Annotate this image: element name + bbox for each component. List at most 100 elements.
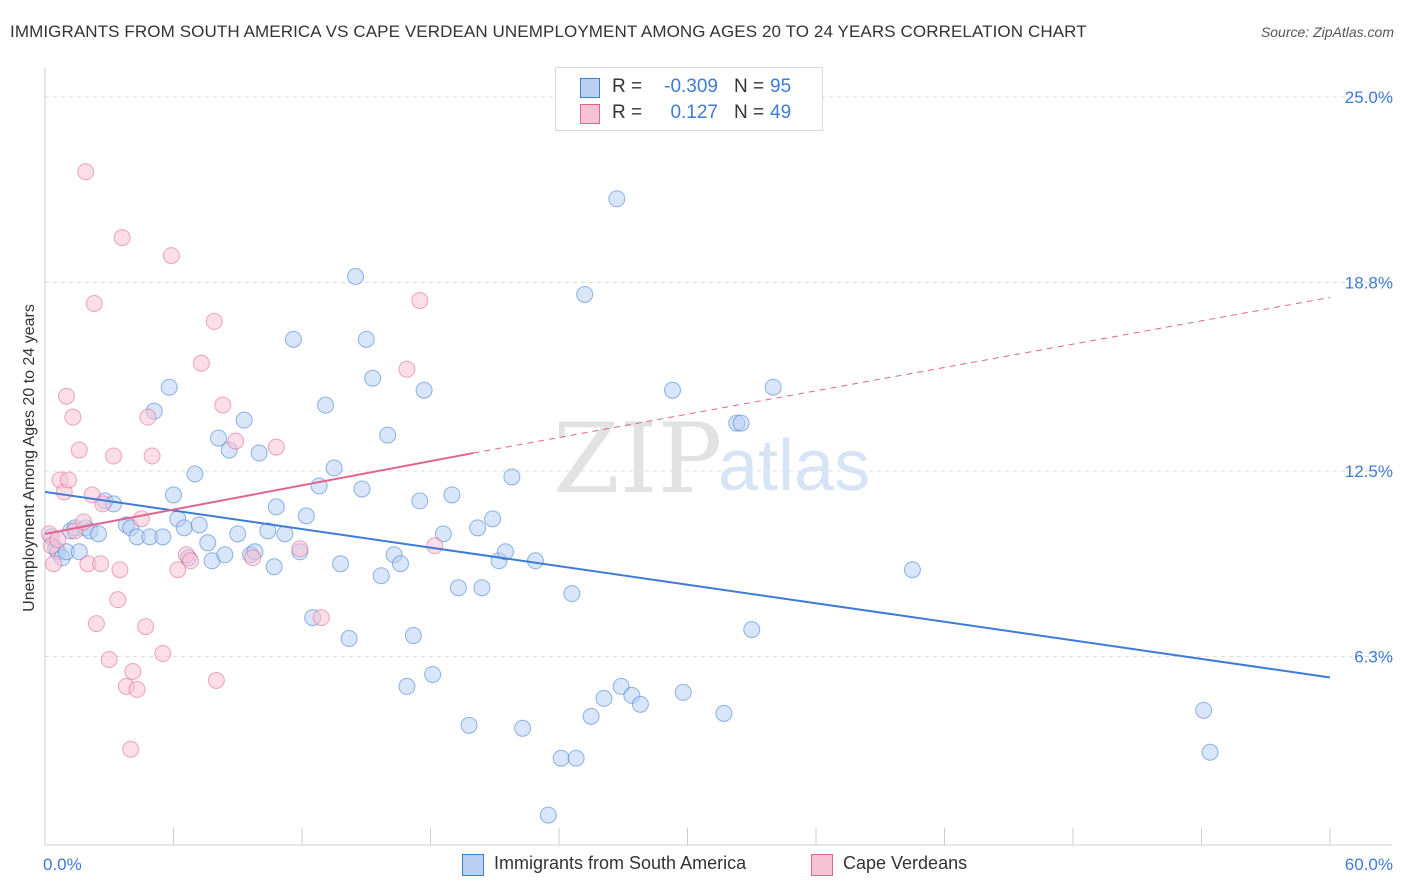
cape-verdean-point: [205, 312, 223, 330]
stats-n-label: N =: [734, 102, 765, 123]
south-america-point: [372, 567, 390, 585]
x-tick-labels: 0.0% 60.0%: [43, 855, 1393, 874]
cape-verdean-point: [124, 662, 142, 680]
stats-swatch-blue: [580, 78, 600, 98]
y-tick-label: 18.8%: [1345, 274, 1393, 293]
chart-title: IMMIGRANTS FROM SOUTH AMERICA VS CAPE VE…: [10, 22, 1087, 41]
south-america-point: [567, 749, 585, 767]
cape-verdean-point: [122, 740, 140, 758]
trend-line-cape-verdean-extension: [473, 296, 1331, 454]
cape-verdean-point: [94, 495, 112, 513]
south-america-point: [434, 525, 452, 543]
legend-swatch-blue: [462, 854, 484, 876]
south-america-point: [473, 579, 491, 597]
cape-verdean-point: [137, 618, 155, 636]
watermark: ZIP atlas: [553, 403, 870, 515]
south-america-point: [297, 507, 315, 525]
south-america-point: [443, 486, 461, 504]
south-america-point: [576, 285, 594, 303]
cape-verdean-point: [85, 294, 103, 312]
cape-verdean-point: [227, 432, 245, 450]
south-america-point: [392, 555, 410, 573]
south-america-point: [552, 749, 570, 767]
cape-verdean-point: [77, 163, 95, 181]
south-america-point: [229, 525, 247, 543]
cape-verdean-point: [139, 408, 157, 426]
series-cape-verdean-points: [40, 163, 444, 758]
cape-verdean-point: [267, 438, 285, 456]
y-tick-label: 12.5%: [1345, 462, 1393, 481]
south-america-point: [608, 190, 626, 208]
watermark-atlas: atlas: [718, 426, 870, 506]
stats-r-label: R =: [612, 102, 643, 123]
grid-lines: [45, 96, 1392, 658]
south-america-point: [415, 381, 433, 399]
south-america-point: [175, 519, 193, 537]
legend: Immigrants from South America Cape Verde…: [0, 852, 1406, 878]
south-america-point: [347, 268, 365, 286]
south-america-point: [674, 683, 692, 701]
south-america-point: [743, 621, 761, 639]
cape-verdean-point: [70, 441, 88, 459]
south-america-point: [259, 522, 277, 540]
cape-verdean-point: [109, 591, 127, 609]
stats-n-value: 95: [770, 76, 792, 97]
south-america-point: [190, 516, 208, 534]
cape-verdean-point: [128, 680, 146, 698]
y-tick-label: 6.3%: [1354, 648, 1393, 667]
south-america-point: [250, 444, 268, 462]
south-america-point: [317, 396, 335, 414]
south-america-point: [340, 630, 358, 648]
cape-verdean-point: [111, 561, 129, 579]
cape-verdean-point: [398, 360, 416, 378]
south-america-point: [267, 498, 285, 516]
south-america-point: [460, 716, 478, 734]
south-america-point: [284, 330, 302, 348]
south-america-point: [732, 414, 750, 432]
south-america-point: [903, 561, 921, 579]
south-america-point: [265, 558, 283, 576]
stats-box: R = -0.309 N = 95 R = 0.127 N = 49: [555, 67, 823, 131]
cape-verdean-point: [60, 471, 78, 489]
south-america-point: [503, 468, 521, 486]
south-america-point: [357, 330, 375, 348]
cape-verdean-point: [57, 387, 75, 405]
south-america-point: [216, 546, 234, 564]
trend-line-cape-verdean: [44, 452, 474, 535]
stats-row-cape-verdean: R = 0.127 N = 49: [556, 102, 822, 126]
cape-verdean-point: [105, 447, 123, 465]
cape-verdean-point: [169, 561, 187, 579]
y-axis-label: Unemployment Among Ages 20 to 24 years: [21, 304, 38, 612]
axes: [44, 68, 1392, 846]
south-america-point: [469, 519, 487, 537]
cape-verdean-point: [162, 247, 180, 265]
cape-verdean-point: [87, 615, 105, 633]
legend-swatch-pink: [811, 854, 833, 876]
south-america-point: [332, 555, 350, 573]
south-america-point: [539, 806, 557, 824]
watermark-zip: ZIP: [553, 403, 722, 515]
cape-verdean-point: [45, 555, 63, 573]
cape-verdean-point: [154, 645, 172, 663]
south-america-point: [449, 579, 467, 597]
south-america-point: [325, 459, 343, 477]
x-tick-label: 0.0%: [43, 855, 82, 874]
stats-row-south-america: R = -0.309 N = 95: [556, 76, 822, 100]
cape-verdean-point: [113, 229, 131, 247]
cape-verdean-point: [100, 650, 118, 668]
cape-verdean-point: [291, 540, 309, 558]
trend-line-south-america: [44, 490, 1331, 679]
cape-verdean-point: [132, 510, 150, 528]
south-america-point: [563, 585, 581, 603]
trend-lines: [44, 296, 1331, 679]
x-tick-label: 60.0%: [1345, 855, 1393, 874]
south-america-point: [364, 369, 382, 387]
south-america-point: [165, 486, 182, 504]
y-tick-labels: 6.3% 12.5% 18.8% 25.0%: [1345, 88, 1393, 667]
stats-n-label: N =: [734, 76, 765, 97]
south-america-point: [764, 378, 782, 396]
cape-verdean-point: [207, 671, 225, 689]
south-america-point: [404, 627, 422, 645]
south-america-point: [186, 465, 204, 483]
